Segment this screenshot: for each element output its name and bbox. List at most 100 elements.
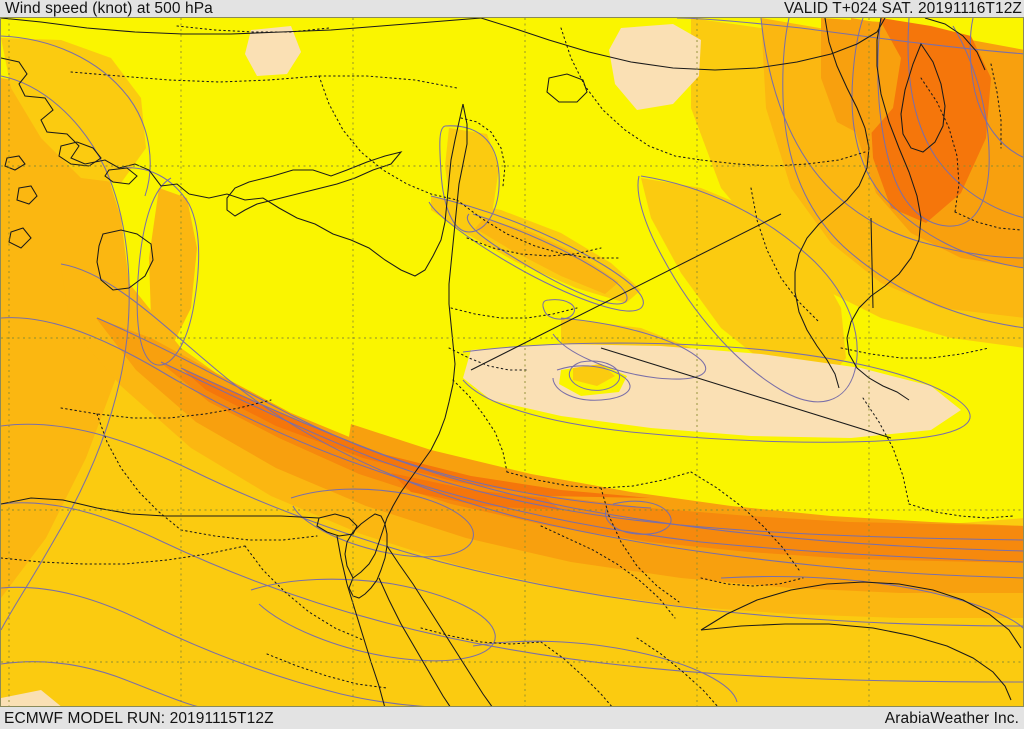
coastline-iran-gulf: [846, 18, 922, 401]
border-line: [540, 641, 612, 706]
border-line: [96, 413, 182, 531]
contour-line: [907, 18, 1023, 219]
contour-line: [1, 317, 1023, 563]
contour-line: [760, 18, 1023, 259]
coastline-turkey-inner-lake: [546, 73, 588, 103]
coastline-red-sea-east: [386, 545, 493, 706]
fill-pocket-syria: [445, 128, 499, 233]
border-line: [540, 525, 676, 619]
coastline-crete: [96, 229, 154, 291]
border-line: [862, 397, 910, 505]
contour-line: [605, 500, 672, 535]
border-line: [840, 347, 990, 359]
border-line: [750, 187, 820, 323]
border-line: [318, 75, 458, 201]
coastlines-group: [1, 18, 1022, 706]
contour-line: [969, 18, 1023, 158]
border-line: [244, 545, 364, 641]
flight-route-lines-group: [470, 213, 892, 439]
contour-line: [122, 167, 200, 366]
border-line: [266, 653, 388, 689]
footer-bar: ECMWF MODEL RUN: 20191115T12Z ArabiaWeat…: [0, 707, 1024, 729]
coastline-small-island-a: [16, 185, 38, 205]
contour-line: [462, 342, 971, 443]
coastline-cyprus: [226, 151, 403, 217]
weather-map-canvas[interactable]: [0, 17, 1024, 707]
contour-line: [637, 175, 858, 403]
contour-line: [542, 299, 575, 320]
contour-line: [1, 423, 1023, 627]
wind-speed-contour-map: [1, 18, 1023, 706]
contour-line: [428, 195, 644, 312]
coastline-greek-island-b: [104, 167, 138, 185]
contour-line: [472, 640, 738, 703]
fill-band-cream-aegean: [1, 690, 61, 706]
annotation-line-diagonal-a: [470, 213, 782, 371]
coastline-red-sea-west: [378, 577, 451, 706]
contour-line: [439, 125, 500, 233]
border-line: [180, 529, 318, 541]
graticule-group: [1, 18, 1023, 706]
border-line: [690, 471, 800, 571]
coastline-turkey-north: [480, 18, 886, 71]
contour-line: [1, 502, 1023, 683]
contour-line: [851, 18, 1023, 269]
border-line: [560, 27, 702, 161]
border-line: [954, 211, 1022, 231]
model-run-label: ECMWF MODEL RUN: 20191115T12Z: [4, 710, 274, 727]
coastline-sinai-west: [344, 513, 388, 599]
contour-line: [720, 576, 1023, 629]
border-line: [448, 347, 530, 371]
border-line: [466, 237, 602, 257]
fill-band-light-orange-west: [1, 78, 131, 598]
contour-line: [466, 213, 628, 305]
attribution-label: ArabiaWeather Inc.: [884, 710, 1019, 727]
fill-band-deep-orange-core: [161, 363, 1023, 563]
fill-pocket-ne-levant: [641, 178, 846, 388]
border-line: [60, 399, 272, 419]
border-line: [456, 199, 620, 259]
contour-line: [250, 578, 496, 662]
contour-line: [290, 488, 474, 558]
contour-line: [160, 361, 1023, 541]
border-line: [990, 63, 1002, 149]
coastline-persian-gulf-north: [700, 581, 1022, 649]
coastline-black-sea: [1, 18, 482, 35]
fill-band-cream-anatolia: [245, 26, 301, 76]
coastline-small-island-c: [8, 227, 32, 249]
border-line: [452, 379, 508, 473]
border-line: [700, 577, 804, 587]
fill-pocket-cream-hole-b: [573, 364, 615, 386]
contour-line: [1, 661, 198, 706]
coastline-persian-gulf-south: [700, 623, 1012, 701]
border-line: [70, 71, 458, 89]
page-title: Wind speed (knot) at 500 hPa: [5, 0, 213, 17]
border-line: [450, 307, 578, 319]
border-line: [1, 545, 246, 565]
contour-line: [877, 18, 990, 227]
contour-line: [96, 317, 1023, 552]
fill-band-cream-turkey-north: [609, 24, 701, 110]
coastline-iran-inner: [900, 42, 946, 153]
fill-band-deep-orange-iran-core: [869, 18, 991, 223]
contour-line: [60, 263, 1023, 579]
coastline-nile-delta: [316, 513, 358, 537]
coastline-greek-island-a: [58, 141, 102, 167]
fill-pocket-west-turkey: [1, 38, 146, 183]
valid-time-label: VALID T+024 SAT. 20191116T12Z: [784, 0, 1022, 17]
border-line: [176, 25, 330, 33]
border-line: [600, 487, 680, 603]
border-line: [920, 77, 960, 213]
coastline-egypt-mediterranean: [1, 497, 320, 519]
border-line: [460, 117, 506, 187]
coastline-iraq-border: [794, 18, 870, 389]
header-bar: Wind speed (knot) at 500 hPa VALID T+024…: [0, 0, 1024, 18]
coastline-caspian-south: [924, 18, 986, 71]
contour-line: [552, 365, 631, 401]
contour-line: [180, 367, 652, 509]
coastline-aegean: [1, 57, 190, 195]
annotation-line-diagonal-b: [600, 347, 892, 439]
contour-line: [782, 18, 1023, 329]
contour-line: [1, 75, 130, 631]
